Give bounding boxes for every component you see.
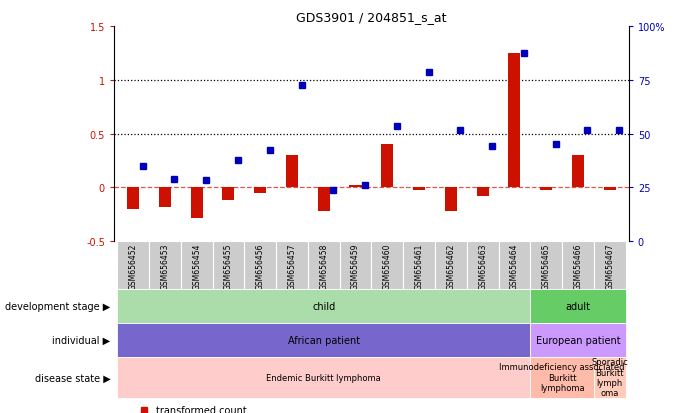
Bar [594,242,625,289]
Text: Endemic Burkitt lymphoma: Endemic Burkitt lymphoma [266,373,381,382]
Bar [159,188,171,207]
Bar [530,289,625,323]
Bar [572,156,584,188]
Text: adult: adult [565,301,591,311]
Text: African patient: African patient [287,335,360,345]
Bar [340,242,372,289]
Bar [530,323,625,357]
Bar [276,242,308,289]
Bar [477,188,489,197]
Text: GSM656457: GSM656457 [287,243,296,290]
Bar [181,242,213,289]
Text: GSM656454: GSM656454 [192,243,201,290]
Text: GSM656456: GSM656456 [256,243,265,290]
Bar [562,242,594,289]
Text: European patient: European patient [536,335,621,345]
Bar [435,242,466,289]
Text: individual ▶: individual ▶ [53,335,111,345]
Bar [127,188,139,209]
Text: GSM656455: GSM656455 [224,243,233,290]
Text: GSM656452: GSM656452 [129,243,138,289]
Text: GSM656463: GSM656463 [478,243,487,290]
Text: GSM656453: GSM656453 [160,243,169,290]
Bar [350,186,361,188]
Text: GSM656464: GSM656464 [510,243,519,290]
Bar [318,188,330,211]
Bar [254,188,266,193]
Bar [308,242,340,289]
Text: GSM656466: GSM656466 [574,243,583,290]
Bar [413,188,425,190]
Text: transformed count: transformed count [155,405,247,413]
Bar [445,188,457,211]
Bar [117,289,530,323]
Bar [466,242,498,289]
Bar [191,188,202,218]
Text: GSM656458: GSM656458 [319,243,328,289]
Text: Sporadic
Burkitt
lymph
oma: Sporadic Burkitt lymph oma [591,357,628,398]
Bar [213,242,245,289]
Bar [509,54,520,188]
Text: GSM656459: GSM656459 [351,243,360,290]
Text: GSM656461: GSM656461 [415,243,424,289]
Bar [604,188,616,190]
Bar [530,242,562,289]
Bar [498,242,530,289]
Bar [117,357,530,398]
Bar [117,242,149,289]
Text: GSM656460: GSM656460 [383,243,392,290]
Bar [381,145,393,188]
Bar [117,323,530,357]
Bar [223,188,234,201]
Bar [594,357,625,398]
Bar [403,242,435,289]
Bar [540,188,552,190]
Text: Immunodeficiency associated
Burkitt
lymphoma: Immunodeficiency associated Burkitt lymp… [500,363,625,392]
Text: disease state ▶: disease state ▶ [35,373,111,382]
Text: child: child [312,301,335,311]
Bar [530,357,594,398]
Text: GSM656465: GSM656465 [542,243,551,290]
Text: GSM656462: GSM656462 [446,243,455,289]
Text: GSM656467: GSM656467 [605,243,614,290]
Bar [245,242,276,289]
Title: GDS3901 / 204851_s_at: GDS3901 / 204851_s_at [296,11,446,24]
Bar [372,242,403,289]
Bar [149,242,181,289]
Text: development stage ▶: development stage ▶ [6,301,111,311]
Bar [286,156,298,188]
